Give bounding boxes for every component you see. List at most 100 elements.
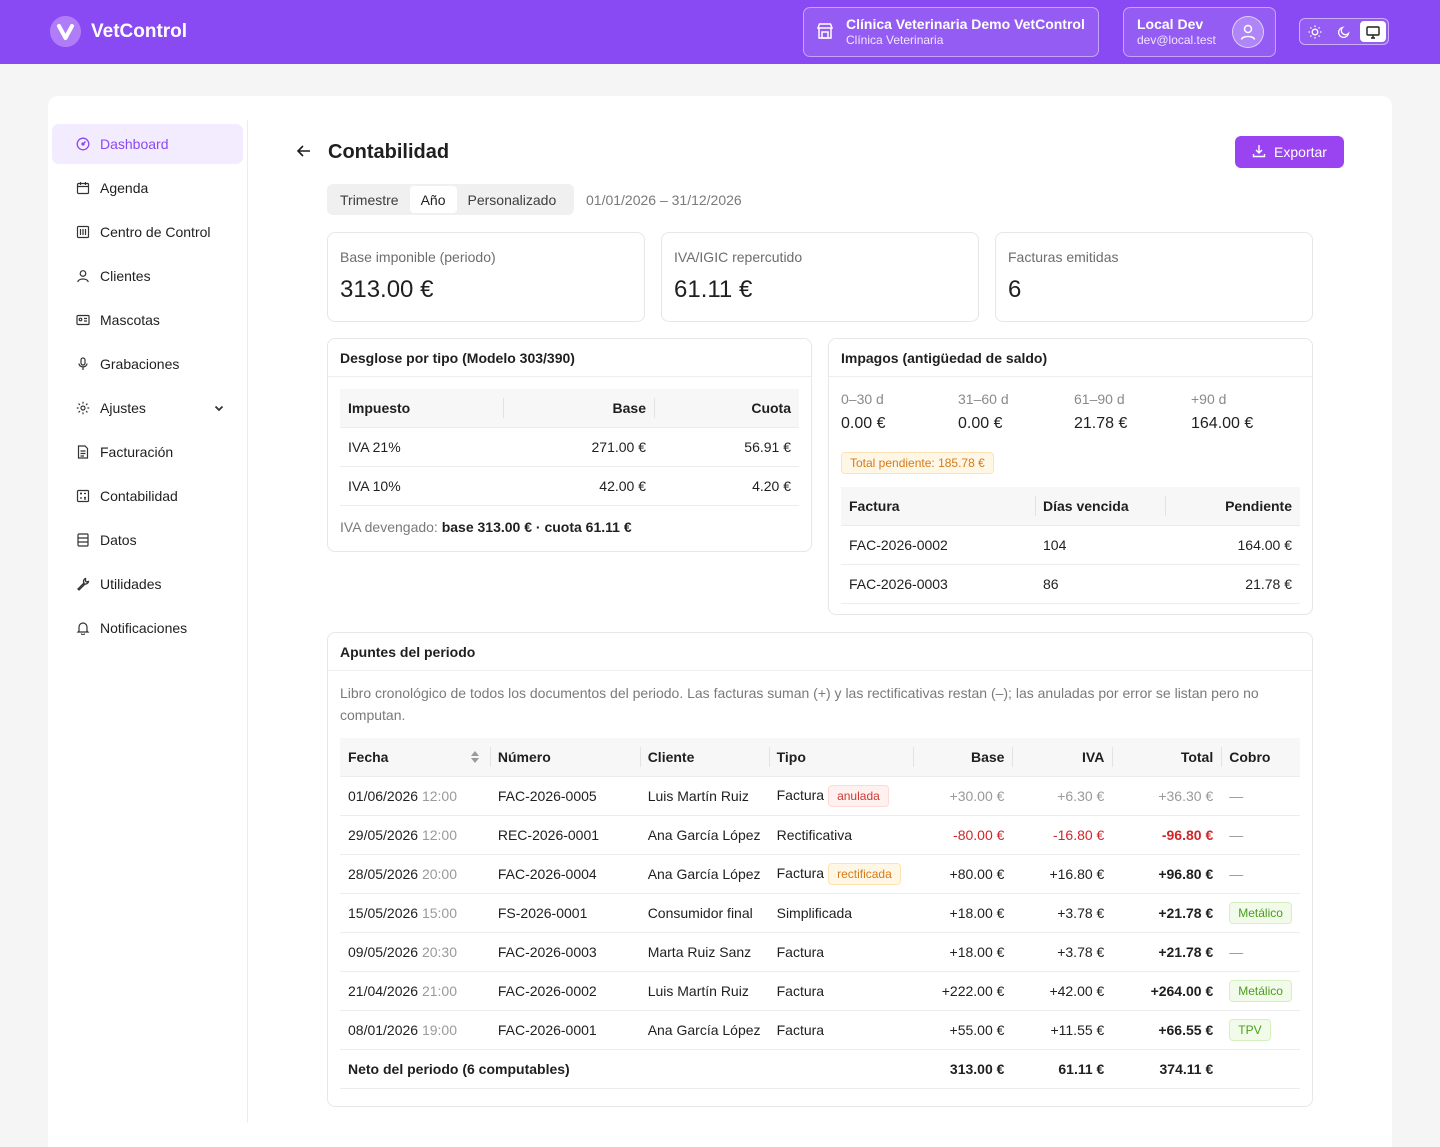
aging-bucket: 0–30 d 0.00 € — [841, 391, 885, 433]
unpaid-aging-card: Impagos (antigüedad de saldo) 0–30 d 0.0… — [828, 338, 1313, 615]
sidebar-item-utilities[interactable]: Utilidades — [52, 564, 243, 604]
entry-time: 15:00 — [421, 904, 458, 921]
entry-date: 21/04/2026 21:00 — [340, 971, 490, 1011]
entry-payment: — — [1221, 854, 1300, 894]
column-header: Cuota — [654, 389, 799, 428]
entry-total: -96.80 € — [1112, 815, 1222, 855]
table-row[interactable]: FAC-2026-0003 86 21.78 € — [841, 564, 1300, 604]
theme-light-button[interactable] — [1302, 21, 1328, 42]
pending-amount: 21.78 € — [1165, 564, 1300, 604]
sidebar-item-clients[interactable]: Clientes — [52, 256, 243, 296]
microphone-icon — [76, 357, 90, 371]
bell-icon — [76, 621, 90, 635]
entry-type: Factura rectificada — [768, 854, 913, 894]
app-logo[interactable]: VetControl — [50, 16, 187, 47]
avatar[interactable] — [1232, 16, 1264, 48]
entry-time: 19:00 — [421, 1021, 458, 1038]
invoice-number: FAC-2026-0002 — [841, 525, 1035, 565]
tab-quarter[interactable]: Trimestre — [340, 191, 399, 208]
tab-custom[interactable]: Personalizado — [467, 191, 557, 208]
sidebar-item-billing[interactable]: Facturación — [52, 432, 243, 472]
back-arrow-icon[interactable] — [295, 142, 313, 163]
pending-total-badge: Total pendiente: 185.78 € — [841, 452, 994, 474]
chevron-down-icon[interactable] — [213, 401, 225, 417]
sidebar-item-settings[interactable]: Ajustes — [52, 388, 243, 428]
entry-total: +96.80 € — [1112, 854, 1222, 894]
entry-date: 15/05/2026 15:00 — [340, 893, 490, 933]
table-row[interactable]: 28/05/2026 20:00 FAC-2026-0004 Ana Garcí… — [340, 854, 1300, 894]
sidebar-item-data[interactable]: Datos — [52, 520, 243, 560]
sidebar-item-label: Contabilidad — [100, 488, 178, 504]
entry-number: FS-2026-0001 — [489, 893, 640, 933]
column-header: Pendiente — [1165, 487, 1300, 526]
table-header-row: Factura Días vencida Pendiente — [841, 487, 1300, 526]
entry-payment: TPV — [1221, 1010, 1300, 1050]
clinic-selector[interactable]: Clínica Veterinaria Demo VetControl Clín… — [803, 7, 1099, 57]
entry-payment: — — [1221, 776, 1300, 816]
sidebar-item-label: Mascotas — [100, 312, 160, 328]
column-header: Base — [503, 389, 654, 428]
entry-date: 29/05/2026 12:00 — [340, 815, 490, 855]
store-icon — [816, 22, 834, 43]
database-icon — [76, 533, 90, 547]
entry-type: Factura anulada — [768, 776, 913, 816]
sort-icon[interactable] — [470, 750, 480, 767]
stat-value: 61.11 € — [674, 276, 753, 303]
entry-base: +18.00 € — [912, 932, 1013, 972]
sidebar-item-label: Facturación — [100, 444, 174, 460]
totals-label: Neto del periodo (6 computables) — [340, 1049, 913, 1089]
theme-switcher — [1299, 18, 1389, 45]
theme-dark-button[interactable] — [1331, 21, 1357, 42]
sidebar-item-recordings[interactable]: Grabaciones — [52, 344, 243, 384]
entry-type: Factura — [768, 1010, 913, 1050]
table-row[interactable]: 29/05/2026 12:00 REC-2026-0001 Ana Garcí… — [340, 815, 1300, 855]
table-row[interactable]: FAC-2026-0002 104 164.00 € — [841, 525, 1300, 565]
sidebar-item-label: Notificaciones — [100, 620, 188, 636]
export-button[interactable]: Exportar — [1235, 136, 1344, 168]
tax-breakdown-card: Desglose por tipo (Modelo 303/390) Impue… — [327, 338, 812, 552]
theme-system-button[interactable] — [1360, 21, 1386, 42]
sidebar-item-dashboard[interactable]: Dashboard — [52, 124, 243, 164]
table-row[interactable]: 08/01/2026 19:00 FAC-2026-0001 Ana Garcí… — [340, 1010, 1300, 1050]
payment-badge: TPV — [1229, 1018, 1271, 1041]
entry-number: FAC-2026-0005 — [489, 776, 640, 816]
stat-label: Facturas emitidas — [1008, 249, 1119, 265]
sidebar-item-notifications[interactable]: Notificaciones — [52, 608, 243, 648]
user-avatar-icon — [1240, 24, 1256, 40]
tax-breakdown-table: Impuesto Base Cuota IVA 21% 271.00 € 56.… — [340, 389, 799, 506]
sidebar-item-label: Grabaciones — [100, 356, 180, 372]
sidebar-item-agenda[interactable]: Agenda — [52, 168, 243, 208]
entry-vat: +3.78 € — [1012, 893, 1113, 933]
tax-base: 42.00 € — [503, 466, 654, 506]
entry-time: 12:00 — [421, 787, 458, 804]
table-header-row: Fecha Número Cliente Tipo Base IVA Total… — [340, 738, 1300, 777]
column-header: Impuesto — [340, 389, 503, 428]
sidebar-item-label: Clientes — [100, 268, 151, 284]
tab-year[interactable]: Año — [409, 186, 457, 213]
sidebar-item-pets[interactable]: Mascotas — [52, 300, 243, 340]
table-row[interactable]: 01/06/2026 12:00 FAC-2026-0005 Luis Mart… — [340, 776, 1300, 816]
aging-bucket: 31–60 d 0.00 € — [958, 391, 1009, 433]
download-icon — [1252, 144, 1266, 161]
ledger-card: Apuntes del periodo Libro cronológico de… — [327, 632, 1313, 1107]
column-header: Base — [912, 738, 1013, 777]
column-header-label: Fecha — [348, 748, 389, 765]
pending-amount: 164.00 € — [1165, 525, 1300, 565]
column-header: Cobro — [1221, 738, 1300, 777]
user-menu[interactable]: Local Dev dev@local.test — [1123, 7, 1276, 57]
payment-badge: Metálico — [1229, 979, 1292, 1002]
sidebar-item-control-center[interactable]: Centro de Control — [52, 212, 243, 252]
logo-v-icon — [50, 16, 81, 47]
table-row[interactable]: 09/05/2026 20:30 FAC-2026-0003 Marta Rui… — [340, 932, 1300, 972]
entry-client: Marta Ruiz Sanz — [639, 932, 769, 972]
entry-base: -80.00 € — [912, 815, 1013, 855]
card-title: Desglose por tipo (Modelo 303/390) — [328, 339, 811, 377]
entry-base: +55.00 € — [912, 1010, 1013, 1050]
table-row[interactable]: 21/04/2026 21:00 FAC-2026-0002 Luis Mart… — [340, 971, 1300, 1011]
sidebar-item-accounting[interactable]: Contabilidad — [52, 476, 243, 516]
clinic-name: Clínica Veterinaria Demo VetControl — [846, 16, 1085, 32]
page-title: Contabilidad — [328, 141, 450, 163]
column-header-date[interactable]: Fecha — [340, 738, 490, 777]
table-row[interactable]: 15/05/2026 15:00 FS-2026-0001 Consumidor… — [340, 893, 1300, 933]
sidebar-item-label: Centro de Control — [100, 224, 211, 240]
